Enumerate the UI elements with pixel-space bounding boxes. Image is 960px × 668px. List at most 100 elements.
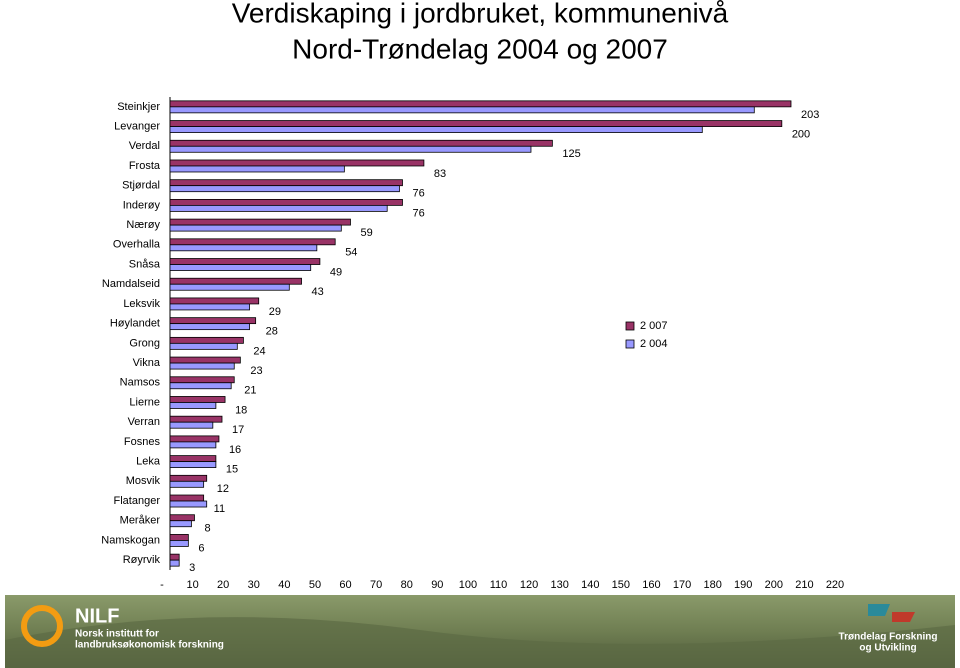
bar: [169, 297, 260, 305]
y-tick-label: Flatanger: [114, 495, 161, 507]
x-tick-label: 80: [401, 579, 413, 591]
y-tick-label: Frosta: [129, 160, 161, 172]
data-label: 203: [801, 109, 819, 121]
chart-title: Verdiskaping i jordbruket, kommunenivå: [232, 0, 729, 28]
footer-left-text: Norsk institutt for: [75, 629, 159, 640]
y-tick-label: Namdalseid: [102, 278, 160, 290]
x-tick-label: 170: [673, 579, 691, 591]
data-label: 17: [232, 424, 244, 436]
data-label: 28: [266, 326, 278, 338]
bar: [169, 336, 244, 344]
x-tick-label: 50: [309, 579, 321, 591]
bar: [169, 435, 220, 443]
x-tick-label: 20: [217, 579, 229, 591]
bar: [169, 396, 226, 403]
data-label: 49: [330, 266, 342, 278]
bar: [169, 553, 180, 561]
legend-swatch: [625, 321, 635, 331]
x-tick-label: 30: [248, 579, 260, 591]
bar: [169, 106, 755, 114]
bar: [169, 540, 189, 547]
bar: [169, 376, 235, 384]
bar: [169, 455, 217, 463]
data-label: 125: [562, 148, 580, 160]
y-tick-label: Leksvik: [123, 298, 160, 310]
y-tick-label: Namskogan: [101, 534, 160, 546]
y-tick-label: Meråker: [120, 515, 161, 527]
legend-label: 2 007: [640, 320, 668, 332]
y-tick-label: Snåsa: [129, 258, 161, 270]
x-tick-label: 90: [431, 579, 443, 591]
x-tick-label: 10: [186, 579, 198, 591]
data-label: 11: [214, 503, 225, 515]
bar: [169, 514, 195, 522]
bar: [169, 402, 217, 409]
x-tick-label: 140: [581, 579, 599, 591]
data-label: 76: [412, 188, 424, 200]
y-tick-label: Overhalla: [113, 239, 161, 251]
y-tick-label: Inderøy: [123, 199, 161, 211]
y-tick-label: Leka: [136, 456, 161, 468]
bar: [169, 198, 403, 206]
y-tick-label: Stjørdal: [122, 180, 160, 192]
bar: [169, 500, 208, 508]
bar: [169, 323, 250, 331]
bar: [169, 461, 217, 469]
bar: [169, 474, 208, 482]
tfou-logo-mark: [892, 612, 915, 622]
tfou-logo-mark: [868, 604, 890, 616]
chart-subtitle: Nord-Trøndelag 2004 og 2007: [292, 33, 668, 64]
data-label: 15: [226, 464, 238, 476]
data-label: 24: [253, 345, 265, 357]
data-label: 8: [204, 523, 210, 535]
x-tick-label: -: [160, 579, 164, 591]
bar: [169, 165, 345, 173]
footer-right-text: Trøndelag Forskning: [839, 632, 938, 643]
bar: [169, 415, 223, 423]
data-label: 21: [244, 385, 256, 397]
data-label: 29: [269, 306, 281, 318]
bar: [169, 277, 302, 285]
y-tick-label: Høylandet: [110, 318, 160, 330]
bar: [169, 224, 342, 232]
x-tick-label: 180: [703, 579, 721, 591]
x-tick-label: 110: [490, 579, 508, 591]
y-tick-label: Mosvik: [126, 475, 161, 487]
bar: [169, 244, 318, 252]
data-label: 23: [250, 365, 262, 377]
data-label: 12: [217, 483, 229, 495]
x-tick-label: 40: [278, 579, 290, 591]
bar: [169, 342, 238, 350]
y-tick-label: Fosnes: [124, 436, 161, 448]
x-tick-label: 60: [339, 579, 351, 591]
x-tick-label: 70: [370, 579, 382, 591]
footer-right-text: og Utvikling: [859, 643, 916, 654]
bar: [169, 145, 532, 153]
bar: [169, 283, 290, 291]
bar: [169, 264, 312, 271]
y-tick-label: Verran: [128, 416, 160, 428]
x-tick-label: 200: [765, 579, 783, 591]
x-tick-label: 150: [612, 579, 630, 591]
footer-landscape: [5, 617, 955, 668]
y-tick-label: Lierne: [129, 396, 160, 408]
legend-label: 2 004: [640, 338, 668, 350]
bar: [169, 317, 257, 325]
bar: [169, 159, 425, 167]
x-tick-label: 220: [826, 579, 844, 591]
data-label: 59: [360, 227, 372, 239]
bar: [169, 238, 336, 246]
y-tick-label: Steinkjer: [117, 101, 160, 113]
y-tick-label: Namsos: [120, 377, 161, 389]
data-label: 200: [792, 128, 810, 140]
x-tick-label: 160: [642, 579, 660, 591]
data-label: 83: [434, 168, 446, 180]
data-label: 18: [235, 404, 247, 416]
data-label: 16: [229, 444, 241, 456]
x-tick-label: 130: [551, 579, 569, 591]
bar: [169, 382, 232, 390]
y-tick-label: Røyrvik: [123, 554, 161, 566]
bar: [169, 185, 400, 193]
bar: [169, 441, 217, 449]
